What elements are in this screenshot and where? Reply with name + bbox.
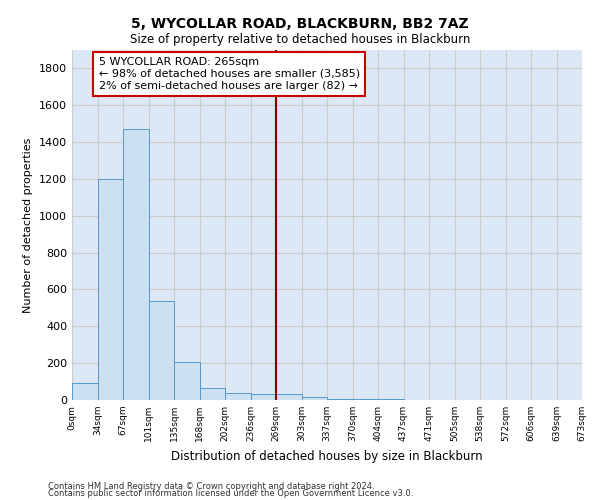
Bar [149,300,174,400]
Y-axis label: Number of detached properties: Number of detached properties [23,138,34,312]
Bar [353,399,378,400]
Text: 5 WYCOLLAR ROAD: 265sqm
← 98% of detached houses are smaller (3,585)
2% of semi-: 5 WYCOLLAR ROAD: 265sqm ← 98% of detache… [99,58,360,90]
Bar [123,129,149,400]
Text: Size of property relative to detached houses in Blackburn: Size of property relative to detached ho… [130,32,470,46]
Bar [225,392,251,400]
Bar [302,397,327,400]
Bar [97,179,123,400]
Text: 5, WYCOLLAR ROAD, BLACKBURN, BB2 7AZ: 5, WYCOLLAR ROAD, BLACKBURN, BB2 7AZ [131,18,469,32]
Bar [327,399,353,400]
X-axis label: Distribution of detached houses by size in Blackburn: Distribution of detached houses by size … [171,450,483,462]
Bar [199,388,225,400]
Text: Contains public sector information licensed under the Open Government Licence v3: Contains public sector information licen… [48,489,413,498]
Bar [72,384,97,400]
Bar [251,394,276,400]
Bar [276,394,302,400]
Bar [174,362,199,400]
Text: Contains HM Land Registry data © Crown copyright and database right 2024.: Contains HM Land Registry data © Crown c… [48,482,374,491]
